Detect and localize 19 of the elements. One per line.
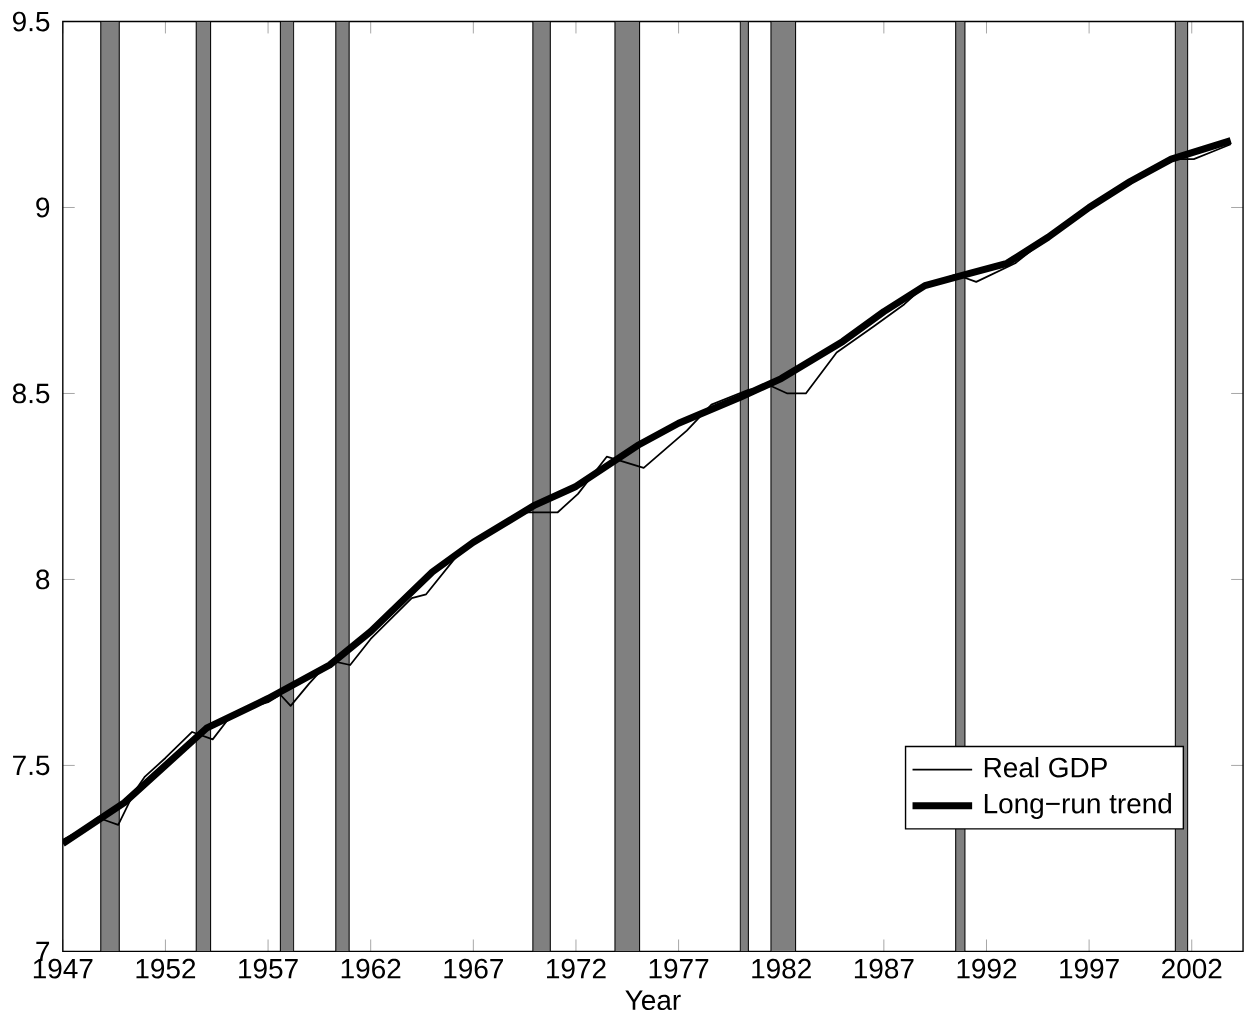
x-tick-label: 1962	[341, 958, 401, 979]
x-tick-label: 1987	[854, 958, 914, 979]
legend-label: Long−run trend	[984, 792, 1172, 820]
y-tick-label: 9.5	[12, 11, 50, 32]
legend-label: Real GDP	[984, 757, 1107, 778]
x-tick-label: 1982	[752, 958, 811, 979]
x-tick-label: 1972	[547, 958, 606, 979]
x-tick-label: 1992	[957, 958, 1017, 979]
x-tick-label: 1977	[649, 958, 709, 979]
y-tick-label: 8.5	[12, 383, 50, 404]
x-tick-label: 1957	[239, 958, 298, 979]
y-tick-label: 7.5	[13, 755, 50, 776]
y-tick-label: 9	[36, 197, 50, 218]
x-axis-title: Year	[625, 990, 681, 1011]
x-tick-label: 1952	[136, 958, 196, 979]
x-tick-label: 1997	[1060, 958, 1119, 979]
x-tick-label: 2002	[1162, 958, 1222, 979]
x-tick-label: 1967	[444, 958, 503, 979]
y-tick-label: 8	[36, 569, 50, 590]
